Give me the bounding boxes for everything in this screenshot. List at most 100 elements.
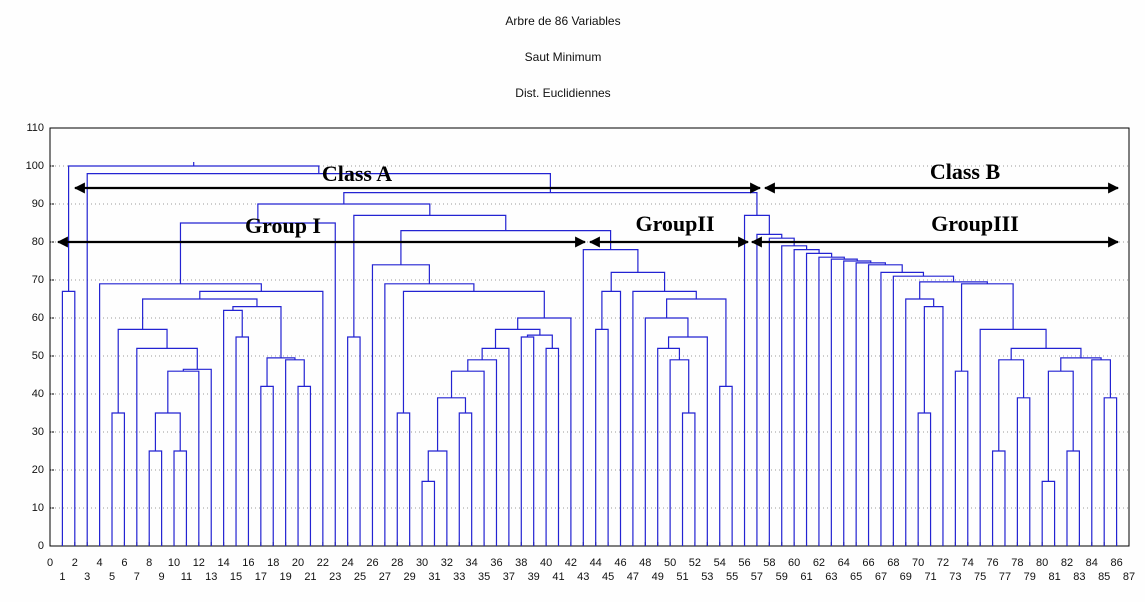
x-tick-label: 78	[1011, 557, 1023, 569]
x-tick-label: 14	[218, 557, 230, 569]
x-tick-label: 34	[466, 557, 478, 569]
x-tick-label: 86	[1110, 557, 1122, 569]
x-tick-label: 85	[1098, 571, 1110, 583]
x-tick-label: 80	[1036, 557, 1048, 569]
x-tick-label: 30	[416, 557, 428, 569]
x-tick-label: 37	[503, 571, 515, 583]
y-tick-label: 60	[32, 312, 44, 324]
y-tick-label: 80	[32, 236, 44, 248]
x-tick-label: 0	[47, 557, 53, 569]
x-tick-label: 1	[59, 571, 65, 583]
x-tick-label: 46	[614, 557, 626, 569]
x-tick-label: 10	[168, 557, 180, 569]
x-tick-label: 5	[109, 571, 115, 583]
x-tick-label: 19	[280, 571, 292, 583]
x-tick-label: 69	[900, 571, 912, 583]
x-tick-label: 43	[577, 571, 589, 583]
x-tick-label: 49	[652, 571, 664, 583]
x-tick-label: 28	[391, 557, 403, 569]
x-tick-label: 27	[379, 571, 391, 583]
chart-subtitle: Saut Minimum	[525, 50, 602, 64]
y-tick-label: 10	[32, 502, 44, 514]
y-tick-label: 90	[32, 198, 44, 210]
annotation-label: Class B	[930, 159, 1001, 184]
x-tick-label: 54	[714, 557, 726, 569]
x-tick-label: 70	[912, 557, 924, 569]
x-tick-label: 17	[255, 571, 267, 583]
x-tick-label: 42	[565, 557, 577, 569]
x-tick-label: 61	[800, 571, 812, 583]
y-tick-label: 20	[32, 464, 44, 476]
x-tick-label: 55	[726, 571, 738, 583]
x-tick-label: 4	[97, 557, 103, 569]
x-tick-label: 24	[342, 557, 354, 569]
y-tick-label: 70	[32, 274, 44, 286]
y-tick-label: 0	[38, 540, 44, 552]
x-tick-label: 44	[590, 557, 602, 569]
x-tick-label: 60	[788, 557, 800, 569]
y-tick-label: 30	[32, 426, 44, 438]
x-tick-label: 72	[937, 557, 949, 569]
x-tick-label: 15	[230, 571, 242, 583]
x-tick-label: 22	[317, 557, 329, 569]
x-tick-label: 26	[366, 557, 378, 569]
x-tick-label: 79	[1024, 571, 1036, 583]
y-tick-label: 110	[26, 122, 44, 134]
x-tick-label: 38	[515, 557, 527, 569]
plot-frame	[49, 127, 1130, 547]
chart-title: Arbre de 86 Variables	[505, 14, 620, 28]
x-tick-label: 18	[267, 557, 279, 569]
x-tick-label: 71	[924, 571, 936, 583]
x-tick-label: 52	[689, 557, 701, 569]
x-tick-label: 56	[738, 557, 750, 569]
x-tick-label: 59	[776, 571, 788, 583]
x-tick-label: 75	[974, 571, 986, 583]
x-tick-label: 81	[1048, 571, 1060, 583]
x-tick-label: 35	[478, 571, 490, 583]
x-tick-label: 23	[329, 571, 341, 583]
x-tick-label: 32	[441, 557, 453, 569]
x-tick-label: 9	[159, 571, 165, 583]
x-tick-label: 21	[304, 571, 316, 583]
chart-subtitle: Dist. Euclidiennes	[515, 86, 610, 100]
x-tick-label: 13	[205, 571, 217, 583]
x-tick-label: 3	[84, 571, 90, 583]
x-tick-label: 74	[962, 557, 974, 569]
x-tick-label: 84	[1086, 557, 1098, 569]
x-tick-label: 20	[292, 557, 304, 569]
x-tick-label: 83	[1073, 571, 1085, 583]
y-tick-label: 100	[26, 160, 44, 172]
x-tick-label: 2	[72, 557, 78, 569]
x-tick-label: 47	[627, 571, 639, 583]
x-tick-label: 62	[813, 557, 825, 569]
x-tick-label: 6	[121, 557, 127, 569]
x-tick-label: 31	[428, 571, 440, 583]
x-tick-label: 67	[875, 571, 887, 583]
x-tick-label: 7	[134, 571, 140, 583]
x-tick-label: 50	[664, 557, 676, 569]
x-tick-label: 25	[354, 571, 366, 583]
x-tick-label: 63	[825, 571, 837, 583]
x-tick-label: 33	[453, 571, 465, 583]
x-tick-label: 40	[540, 557, 552, 569]
x-tick-label: 53	[701, 571, 713, 583]
x-tick-label: 65	[850, 571, 862, 583]
x-tick-label: 8	[146, 557, 152, 569]
y-tick-label: 40	[32, 388, 44, 400]
x-tick-label: 11	[181, 571, 192, 583]
x-tick-label: 82	[1061, 557, 1073, 569]
annotation-label: Class A	[322, 161, 392, 186]
x-tick-label: 12	[193, 557, 205, 569]
annotation-label: Group I	[245, 213, 321, 238]
x-tick-label: 45	[602, 571, 614, 583]
x-tick-label: 29	[404, 571, 416, 583]
x-tick-label: 87	[1123, 571, 1135, 583]
x-tick-label: 51	[676, 571, 688, 583]
x-tick-label: 77	[999, 571, 1011, 583]
x-tick-label: 39	[528, 571, 540, 583]
x-tick-label: 68	[887, 557, 899, 569]
x-tick-label: 64	[838, 557, 850, 569]
